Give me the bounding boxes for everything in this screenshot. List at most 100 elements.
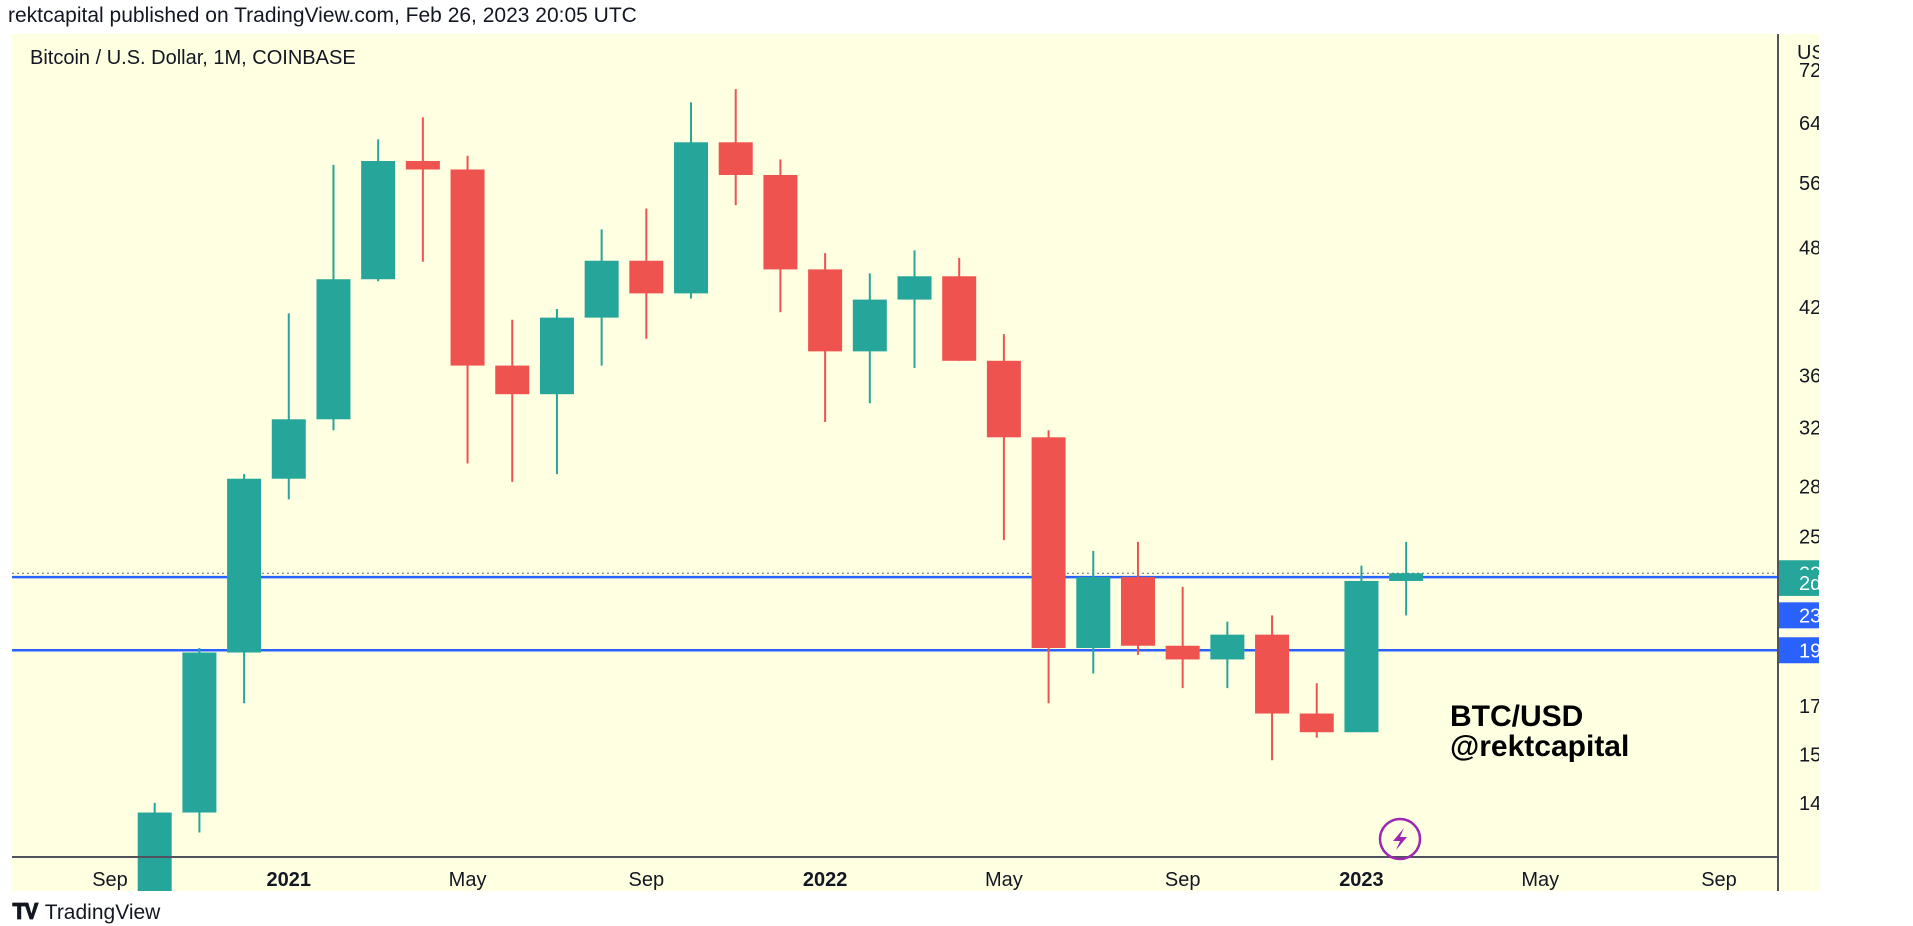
annotation-pair: BTC/USD (1450, 700, 1583, 733)
candle (763, 159, 798, 313)
annotation-author: @rektcapital (1450, 730, 1629, 763)
price-tag-bg (1779, 637, 1819, 664)
candle-body (763, 174, 798, 270)
candle (1031, 430, 1066, 704)
time-axis[interactable]: Sep 2021 May Sep 2022 May Sep 2023 May Sep (92, 869, 1737, 891)
candle (584, 229, 619, 366)
price-tag: 233 (1779, 602, 1819, 629)
price-axis[interactable]: 7206405604854253653252852551751571412352… (1779, 60, 1819, 815)
candle-body (942, 276, 977, 361)
candle-body (1031, 437, 1066, 648)
candle (539, 309, 574, 475)
x-tick-label: May (449, 869, 487, 891)
candle-body (808, 269, 843, 352)
candle-body (495, 365, 530, 395)
y-tick-label: 255 (1799, 527, 1819, 549)
candle-body (227, 478, 262, 653)
candle-body (450, 169, 485, 366)
candle (1210, 621, 1245, 689)
price-tag-bg (1779, 569, 1819, 596)
y-tick-label: 485 (1799, 238, 1819, 260)
candle-body (584, 260, 619, 318)
candle-body (1255, 634, 1290, 714)
candle (1255, 615, 1290, 761)
tradingview-logo-icon: 𝐓𝐕 (12, 900, 39, 925)
candle-body (539, 317, 574, 395)
price-tag-label: 233 (1799, 605, 1819, 627)
candle-body (137, 812, 172, 891)
candle-body (316, 279, 351, 420)
candles-layer (137, 89, 1424, 891)
candle (450, 155, 485, 464)
watermark-ring (1378, 817, 1422, 861)
tradingview-footer[interactable]: 𝐓𝐕 TradingView (12, 900, 160, 925)
candle-body (629, 260, 664, 294)
candle (227, 474, 262, 704)
candle (1344, 565, 1379, 733)
candle-body (718, 142, 753, 175)
candle (1299, 683, 1334, 738)
candle (271, 313, 306, 500)
price-tag: 2d (1779, 569, 1819, 596)
price-tag: 198 (1779, 637, 1819, 664)
y-tick-label: 175 (1799, 696, 1819, 718)
y-tick-label: 720 (1799, 60, 1819, 82)
candle-body (1165, 645, 1200, 660)
candle (808, 253, 843, 423)
chart-area[interactable]: 7206405604854253653252852551751571412352… (12, 34, 1819, 891)
candle (137, 802, 172, 891)
candle (1120, 541, 1155, 655)
candle (942, 257, 977, 361)
candle (718, 89, 753, 206)
candle-body (1120, 577, 1155, 646)
y-tick-label: 560 (1799, 173, 1819, 195)
candle-body (897, 276, 932, 300)
candle (1076, 550, 1111, 674)
x-tick-label: May (1521, 869, 1559, 891)
price-tag-bg (1779, 602, 1819, 629)
candle (495, 319, 530, 482)
candle (674, 102, 709, 299)
y-tick-label: 285 (1799, 477, 1819, 499)
candle (405, 117, 440, 262)
candle (986, 334, 1021, 541)
candle (897, 250, 932, 369)
candle (1389, 541, 1424, 616)
candlestick-chart[interactable]: 7206405604854253653252852551751571412352… (12, 34, 1819, 891)
candle-body (361, 161, 396, 280)
x-tick-label: May (985, 869, 1023, 891)
x-tick-label: Sep (1165, 869, 1201, 891)
candle-body (1076, 577, 1111, 648)
candle-body (405, 161, 440, 170)
candle-body (182, 652, 217, 813)
y-tick-label: 640 (1799, 113, 1819, 135)
candle-body (1299, 713, 1334, 733)
candle (361, 139, 396, 282)
candle (1165, 586, 1200, 689)
x-tick-label: Sep (92, 869, 128, 891)
x-tick-label: Sep (629, 869, 665, 891)
candle (182, 647, 217, 833)
candle (629, 208, 664, 339)
x-tick-label: 2021 (267, 869, 312, 891)
page-margin (1819, 0, 1913, 926)
candle-body (674, 142, 709, 294)
publisher-header: rektcapital published on TradingView.com… (8, 4, 637, 27)
chart-title: Bitcoin / U.S. Dollar, 1M, COINBASE (30, 47, 356, 69)
candle-body (1344, 580, 1379, 733)
x-tick-label: 2023 (1339, 869, 1384, 891)
candle-body (852, 299, 887, 352)
candle (852, 273, 887, 404)
price-tag-label: 198 (1799, 640, 1819, 662)
y-tick-label: 425 (1799, 297, 1819, 319)
candle-body (1389, 573, 1424, 581)
y-tick-label: 365 (1799, 365, 1819, 387)
tradingview-brand: TradingView (44, 900, 161, 924)
candle-body (986, 360, 1021, 438)
levels-layer (12, 572, 1778, 652)
watermark-bolt (1393, 828, 1407, 850)
candle-body (271, 419, 306, 479)
candle (316, 164, 351, 431)
x-tick-label: 2022 (803, 869, 848, 891)
price-tag-label: 2d (1799, 573, 1819, 595)
